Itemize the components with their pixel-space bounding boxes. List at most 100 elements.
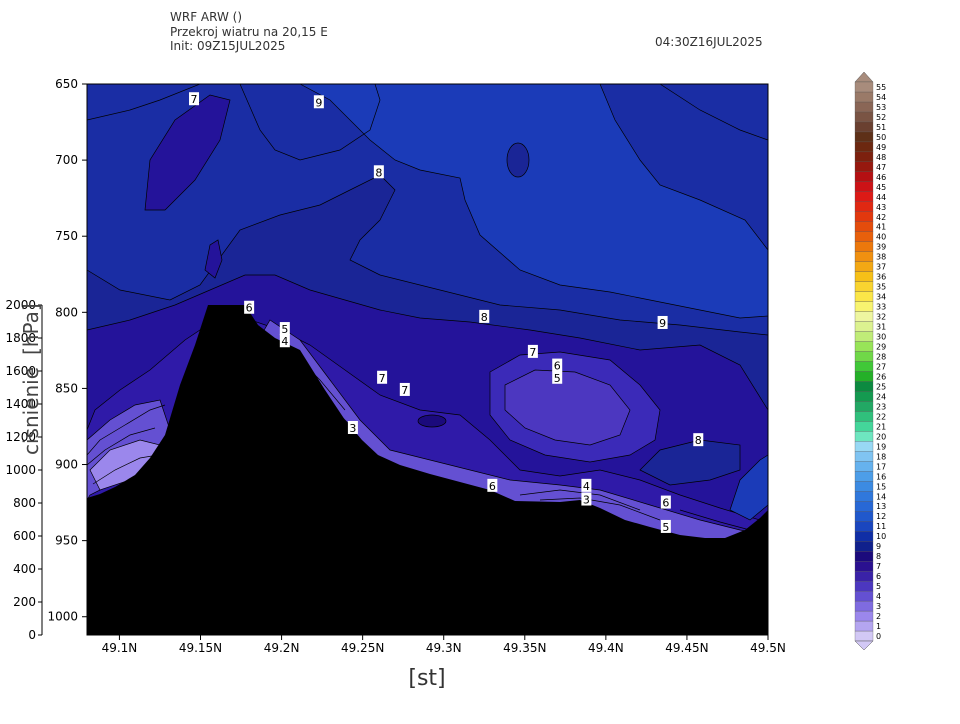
- colorbar-level-label: 19: [876, 442, 886, 451]
- colorbar-level-label: 47: [876, 163, 886, 172]
- contour-label-text: 6: [554, 360, 561, 373]
- pressure-tick-label: 950: [55, 534, 78, 548]
- patch-750: [204, 239, 223, 279]
- contour-label: 4: [581, 478, 592, 493]
- x-tick-label: 49.35N: [503, 641, 546, 655]
- contour-label-text: 8: [481, 311, 488, 324]
- patch-right-lower: [729, 454, 768, 521]
- colorbar-level-label: 44: [876, 193, 886, 202]
- colorbar-level-label: 4: [876, 592, 881, 601]
- colorbar-swatch: [854, 471, 874, 482]
- x-tick-label: 49.4N: [588, 641, 624, 655]
- colorbar-swatch: [854, 251, 874, 262]
- contour-label: 6: [487, 478, 498, 493]
- contour-label-bg: [660, 519, 671, 533]
- colorbar-swatch: [854, 551, 874, 562]
- colorbar-swatch: [854, 481, 874, 492]
- contour-label-text: 3: [583, 494, 590, 507]
- patch-8-right: [639, 439, 741, 486]
- contour-label-text: 7: [379, 372, 386, 385]
- colorbar-level-label: 41: [876, 223, 886, 232]
- colorbar: 0123456789101112131415161718192021222324…: [854, 71, 886, 651]
- colorbar-swatch: [854, 191, 874, 202]
- contour-label-bg: [313, 95, 324, 109]
- height-tick-label: 1200: [5, 430, 36, 444]
- colorbar-swatch: [854, 560, 874, 572]
- contour-label: 5: [660, 519, 671, 534]
- colorbar-bottom-arrow: [854, 640, 874, 651]
- height-tick-label: 800: [13, 496, 36, 510]
- x-tick-label: 49.2N: [264, 641, 300, 655]
- colorbar-level-label: 12: [876, 512, 886, 521]
- x-tick-label: 49.25N: [341, 641, 384, 655]
- colorbar-level-label: 8: [876, 552, 881, 561]
- height-tick-label: 1400: [5, 397, 36, 411]
- pressure-tick-label: 700: [55, 153, 78, 167]
- colorbar-swatch: [854, 630, 874, 642]
- contour-label-bg: [527, 344, 538, 358]
- colorbar-level-label: 2: [876, 612, 881, 621]
- colorbar-level-label: 7: [876, 562, 881, 571]
- contour-label-text: 6: [662, 497, 669, 510]
- pressure-tick-label: 800: [55, 305, 78, 319]
- colorbar-swatch: [854, 301, 874, 312]
- colorbar-level-label: 10: [876, 532, 886, 541]
- x-tick-label: 49.45N: [665, 641, 708, 655]
- contour-label: 4: [279, 334, 290, 348]
- colorbar-swatch: [854, 391, 874, 402]
- header-init: Init: 09Z15JUL2025: [170, 39, 285, 53]
- colorbar-level-label: 0: [876, 632, 881, 641]
- plot-area: [87, 84, 768, 635]
- contour-label: 6: [552, 358, 563, 373]
- colorbar-swatch: [854, 271, 874, 282]
- colorbar-swatch: [854, 590, 874, 602]
- contour-label: 7: [189, 92, 200, 106]
- colorbar-level-label: 51: [876, 123, 886, 132]
- colorbar-swatch: [854, 91, 874, 103]
- contour-label: 8: [373, 165, 384, 179]
- contour-label-bg: [479, 309, 490, 323]
- colorbar-swatch: [854, 241, 874, 252]
- contour-label: 6: [244, 300, 255, 315]
- contour-label: 8: [693, 433, 704, 447]
- contour-label: 6: [660, 495, 671, 510]
- left-axis-title: cisnienie [hPa]: [19, 303, 43, 455]
- contour-label: 8: [479, 309, 490, 324]
- height-tick-label: 1000: [5, 463, 36, 477]
- colorbar-level-label: 54: [876, 93, 886, 102]
- contour-label: 9: [657, 315, 668, 330]
- x-tick-label: 49.1N: [102, 641, 138, 655]
- colorbar-swatch: [854, 161, 874, 172]
- colorbar-swatch: [854, 421, 874, 432]
- colorbar-swatch: [854, 610, 874, 622]
- height-axis: 0 200 400 600 800 1000 1200 1400 1600 1800 2000: [5, 298, 43, 642]
- contour-label-text: 6: [489, 480, 496, 493]
- colorbar-swatch: [854, 600, 874, 612]
- colorbar-swatch: [854, 321, 874, 332]
- contour-label-bg: [399, 382, 410, 396]
- contour-label-text: 3: [349, 422, 356, 435]
- colorbar-level-label: 5: [876, 582, 881, 591]
- colorbar-swatch: [854, 511, 874, 522]
- x-tick-label: 49.5N: [750, 641, 786, 655]
- colorbar-swatch: [854, 171, 874, 182]
- colorbar-swatch: [854, 570, 874, 582]
- colorbar-level-label: 33: [876, 303, 886, 312]
- contour-label-bg: [552, 358, 563, 372]
- contour-label-bg: [189, 92, 200, 106]
- colorbar-level-label: 52: [876, 113, 886, 122]
- colorbar-level-label: 38: [876, 253, 886, 262]
- contour-label-bg: [581, 492, 592, 506]
- height-tick-label: 200: [13, 595, 36, 609]
- pressure-tick-label: 850: [55, 381, 78, 395]
- colorbar-swatch: [854, 201, 874, 212]
- colorbar-level-label: 20: [876, 432, 886, 441]
- colorbar-level-label: 6: [876, 572, 881, 581]
- contour-label: 9: [313, 95, 324, 109]
- colorbar-level-label: 13: [876, 502, 886, 511]
- pressure-tick-label: 650: [55, 77, 78, 91]
- colorbar-level-label: 46: [876, 173, 886, 182]
- colorbar-swatch: [854, 401, 874, 412]
- colorbar-level-label: 16: [876, 472, 886, 481]
